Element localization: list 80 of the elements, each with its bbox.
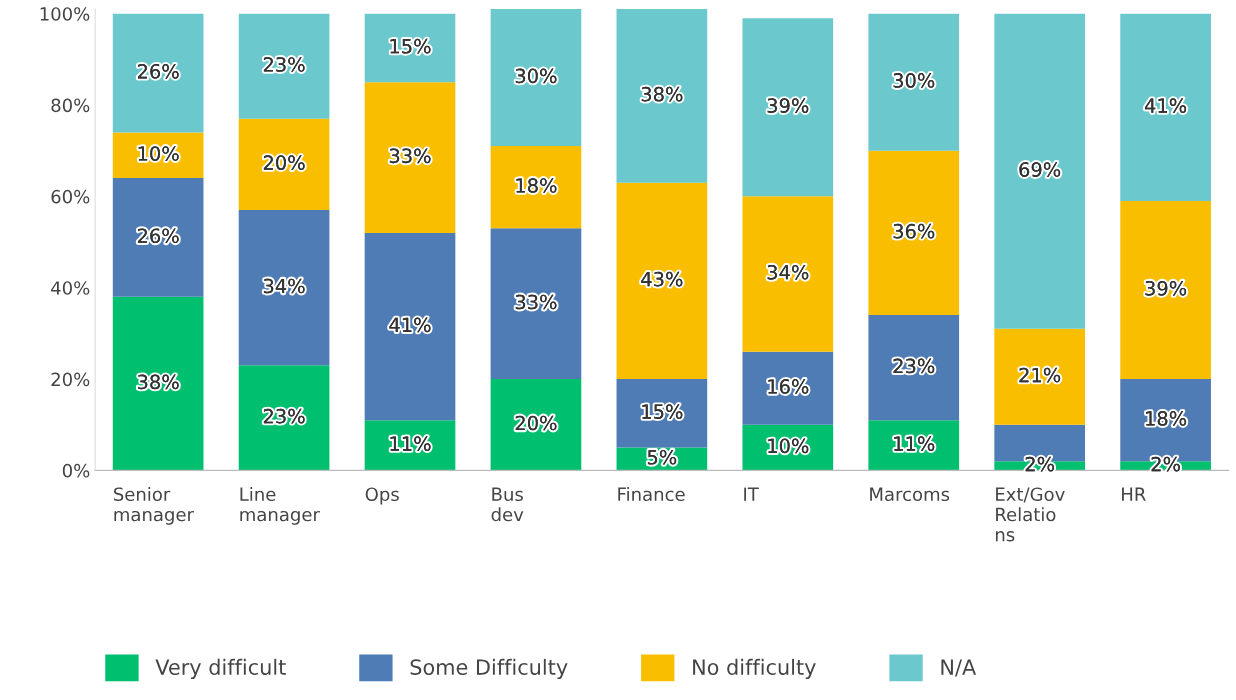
data-label: 34% <box>767 264 809 280</box>
x-tick-label: Senior manager <box>113 487 194 525</box>
bar <box>112 296 204 471</box>
data-label: 21% <box>1019 367 1061 383</box>
data-label: 38% <box>641 86 683 102</box>
y-tick-label: 0% <box>62 463 90 478</box>
bar <box>1120 200 1211 380</box>
data-label: 69% <box>1019 162 1061 177</box>
bar <box>112 178 204 297</box>
data-label: 41% <box>1144 98 1187 113</box>
y-tick-label: 60% <box>51 189 90 204</box>
legend-label: Very difficult <box>155 658 286 680</box>
y-tick-label: 100% <box>40 7 90 21</box>
data-label: 18% <box>516 178 557 193</box>
bar <box>742 351 834 425</box>
data-label: 23% <box>263 408 305 424</box>
data-label: 23% <box>263 57 305 72</box>
data-label: 18% <box>1146 411 1187 426</box>
x-tick-label: Line manager <box>240 487 320 525</box>
legend-label: N/A <box>941 659 977 677</box>
data-label: 2% <box>1151 456 1180 472</box>
bar <box>742 18 834 197</box>
bar <box>1120 13 1211 201</box>
bar <box>868 315 960 421</box>
x-tick-label: Marcoms <box>870 487 950 502</box>
data-label: 16% <box>768 379 809 394</box>
bar <box>994 13 1086 329</box>
bar <box>490 228 582 380</box>
bar <box>238 118 330 211</box>
bar <box>616 9 708 183</box>
y-tick-label: 20% <box>51 372 90 387</box>
data-label: 39% <box>767 98 809 113</box>
data-label: 38% <box>138 374 179 390</box>
bar <box>616 182 708 380</box>
bar <box>490 9 582 147</box>
data-label: 30% <box>893 73 935 88</box>
y-tick-label: 40% <box>51 281 90 295</box>
data-label: 30% <box>515 68 557 84</box>
bar <box>742 196 834 352</box>
bar <box>238 365 330 471</box>
bar <box>994 328 1086 425</box>
data-label: 41% <box>389 317 431 333</box>
data-label: 26% <box>137 63 179 79</box>
x-tick-label: Finance <box>618 487 685 502</box>
data-label: 10% <box>138 146 179 161</box>
data-label: 36% <box>893 223 935 239</box>
data-label: 23% <box>893 358 935 374</box>
data-label: 10% <box>768 438 809 454</box>
data-label: 43% <box>641 271 683 287</box>
bar <box>112 13 204 133</box>
data-label: 11% <box>390 436 431 451</box>
legend-label: No difficulty <box>693 658 816 680</box>
bar <box>238 210 330 366</box>
x-tick-label: Ops <box>365 487 399 505</box>
data-label: 15% <box>642 404 683 419</box>
data-label: 33% <box>515 294 557 310</box>
legend-label: Some Difficulty <box>410 658 568 680</box>
data-label: 5% <box>647 449 677 465</box>
bar <box>616 379 708 448</box>
data-label: 2% <box>1025 456 1055 472</box>
bar <box>490 379 582 471</box>
data-label: 33% <box>389 148 431 164</box>
data-label: 15% <box>390 38 431 54</box>
data-label: 11% <box>894 436 935 451</box>
x-tick-label: IT <box>744 487 759 501</box>
bar <box>238 13 330 119</box>
x-tick-label: Bus dev <box>491 487 524 522</box>
data-label: 20% <box>263 155 305 171</box>
bar <box>364 232 456 421</box>
data-label: 39% <box>1145 280 1187 296</box>
x-tick-label: Ext/Gov Relatio ns <box>995 487 1065 542</box>
bar <box>490 146 582 229</box>
data-label: 34% <box>263 278 305 294</box>
y-tick-label: 80% <box>51 98 90 113</box>
bar <box>868 13 960 151</box>
x-tick-label: HR <box>1122 487 1146 501</box>
data-label: 26% <box>137 228 179 244</box>
bar <box>868 150 960 316</box>
bar <box>364 82 456 233</box>
data-label: 20% <box>515 415 557 431</box>
